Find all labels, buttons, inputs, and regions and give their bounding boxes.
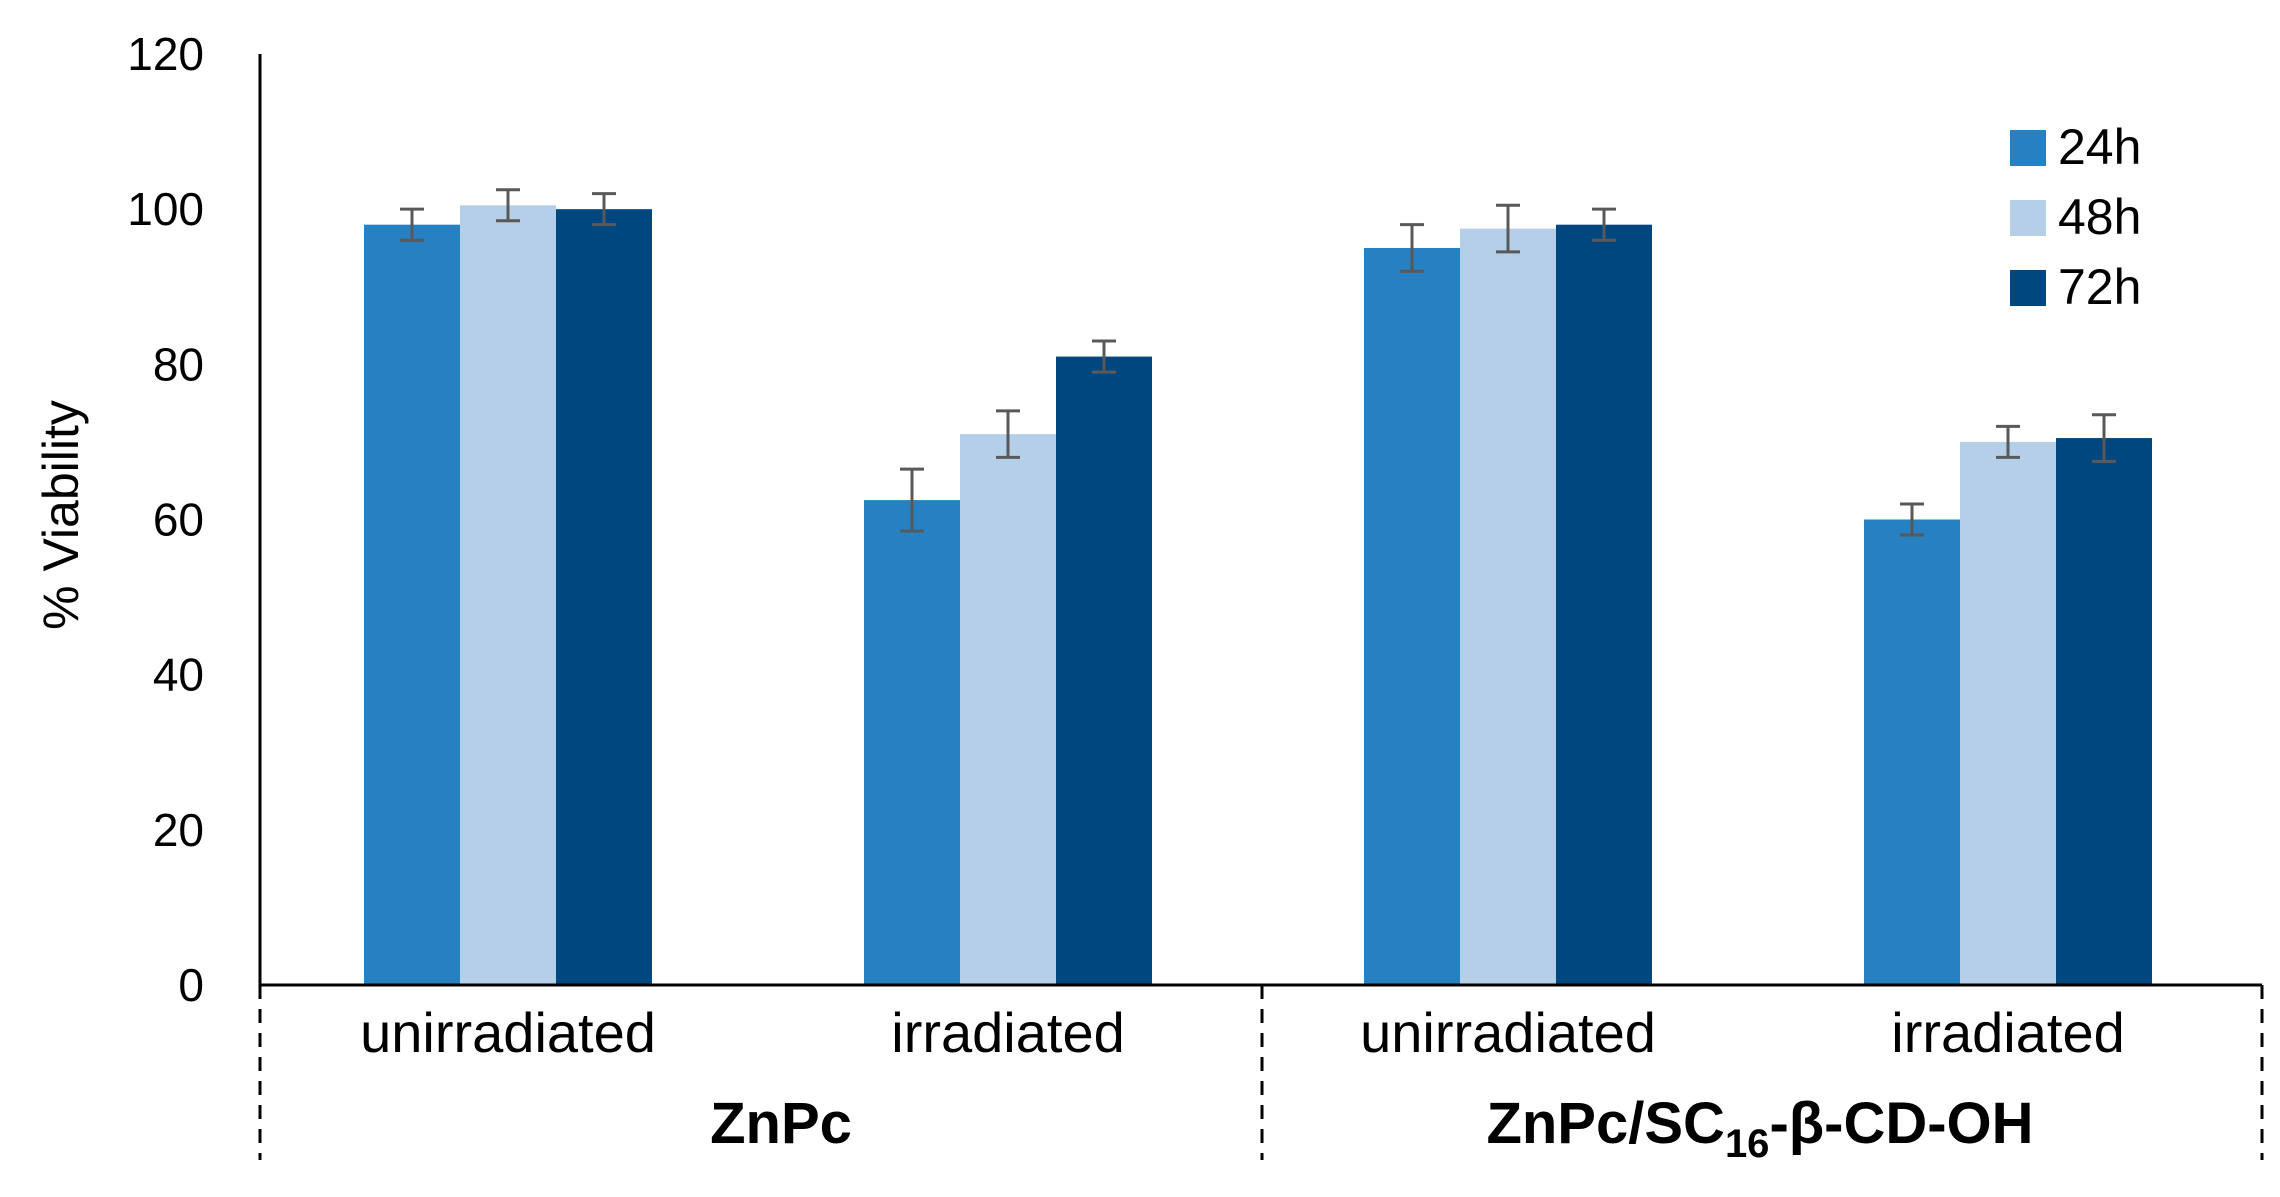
y-tick-label-3: 60 bbox=[153, 494, 204, 546]
bar-72h-cat-1 bbox=[1056, 356, 1152, 985]
error-bar-72h-cat-3 bbox=[2092, 413, 2116, 463]
legend-label-72h: 72h bbox=[2058, 259, 2141, 315]
error-bar-24h-cat-0 bbox=[400, 207, 424, 242]
bar-72h-cat-3 bbox=[2056, 438, 2152, 986]
error-bar-48h-cat-3 bbox=[1996, 424, 2020, 459]
error-bar-72h-cat-2 bbox=[1592, 207, 1616, 242]
error-bar-72h-cat-1 bbox=[1092, 339, 1116, 374]
category-labels: unirradiated irradiated unirradiated irradi… bbox=[360, 1001, 2125, 1064]
category-label-2: unirradiated bbox=[1360, 1001, 1656, 1064]
bar-24h-cat-1 bbox=[864, 500, 960, 985]
bar-24h-cat-3 bbox=[1864, 519, 1960, 985]
y-tick-label-1: 20 bbox=[153, 804, 204, 856]
y-tick-label-5: 100 bbox=[127, 183, 204, 235]
legend-swatch-24h bbox=[2010, 130, 2046, 166]
y-tick-label-0: 0 bbox=[178, 959, 204, 1011]
legend-swatch-48h bbox=[2010, 200, 2046, 236]
error-bar-48h-cat-0 bbox=[496, 188, 520, 223]
group-label-subscript: 16 bbox=[1725, 1122, 1770, 1166]
y-axis-label: % Viability bbox=[33, 400, 89, 630]
group-label-znpc: ZnPc bbox=[710, 1091, 852, 1156]
error-bar-24h-cat-1 bbox=[900, 467, 924, 533]
y-tick-label-6: 120 bbox=[127, 28, 204, 80]
y-tick-label-2: 40 bbox=[153, 649, 204, 701]
bar-72h-cat-2 bbox=[1556, 224, 1652, 985]
error-bars bbox=[400, 188, 2116, 537]
legend-label-24h: 24h bbox=[2058, 119, 2141, 175]
y-tick-label-4: 80 bbox=[153, 338, 204, 390]
bar-24h-cat-0 bbox=[364, 224, 460, 985]
error-bar-24h-cat-3 bbox=[1900, 502, 1924, 537]
group-label-znpc-sc16-cd: ZnPc/SC16-β-CD-OH bbox=[1486, 1091, 2033, 1166]
error-bar-72h-cat-0 bbox=[592, 192, 616, 227]
bars bbox=[364, 205, 2152, 986]
category-label-3: irradiated bbox=[1891, 1001, 2124, 1064]
legend: 24h 48h 72h bbox=[2010, 119, 2141, 315]
error-bar-48h-cat-2 bbox=[1496, 203, 1520, 254]
category-label-1: irradiated bbox=[891, 1001, 1124, 1064]
legend-label-48h: 48h bbox=[2058, 189, 2141, 245]
category-label-0: unirradiated bbox=[360, 1001, 656, 1064]
bar-24h-cat-2 bbox=[1364, 247, 1460, 986]
group-label-rest: -β-CD-OH bbox=[1769, 1091, 2033, 1156]
bar-48h-cat-2 bbox=[1460, 228, 1556, 985]
bar-48h-cat-3 bbox=[1960, 441, 2056, 986]
error-bar-24h-cat-2 bbox=[1400, 223, 1424, 273]
y-axis-ticks: 0 20 40 60 80 100 120 bbox=[127, 28, 204, 1011]
bar-48h-cat-0 bbox=[460, 205, 556, 986]
bar-48h-cat-1 bbox=[960, 434, 1056, 985]
group-separators bbox=[258, 985, 2264, 1160]
bar-72h-cat-0 bbox=[556, 209, 652, 985]
error-bar-48h-cat-1 bbox=[996, 409, 1020, 459]
legend-swatch-72h bbox=[2010, 270, 2046, 306]
group-label-main: ZnPc/SC bbox=[1486, 1091, 1725, 1156]
